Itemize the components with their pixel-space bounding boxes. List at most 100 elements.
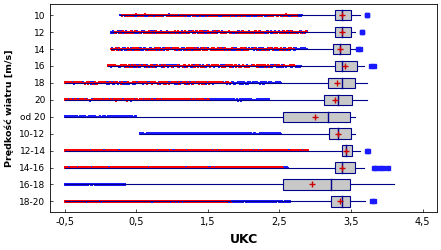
Point <box>211 13 218 17</box>
Point <box>170 47 177 51</box>
Point <box>188 131 195 135</box>
Point <box>116 199 123 203</box>
Point <box>224 166 231 170</box>
Point <box>157 148 164 152</box>
Point <box>263 12 270 16</box>
Point <box>66 98 73 102</box>
Point <box>258 199 265 203</box>
Point <box>185 81 192 85</box>
Point <box>280 149 288 153</box>
Point <box>159 165 166 169</box>
Point <box>109 200 116 204</box>
Point <box>129 148 136 152</box>
Point <box>147 47 154 51</box>
Point <box>209 132 216 136</box>
Point <box>204 81 211 85</box>
Point <box>217 48 224 52</box>
Point <box>232 98 239 102</box>
Point <box>82 82 89 86</box>
Point <box>89 98 96 102</box>
Point <box>74 182 81 186</box>
Point <box>254 81 262 85</box>
Point <box>113 97 120 101</box>
Point <box>267 64 274 68</box>
Point <box>250 14 257 18</box>
Point <box>202 64 209 68</box>
Point <box>97 166 104 170</box>
Point <box>210 131 217 135</box>
Point <box>276 30 283 34</box>
Point <box>164 48 172 52</box>
Point <box>67 97 74 101</box>
Point <box>166 81 173 85</box>
Point <box>130 115 137 119</box>
Point <box>61 149 68 153</box>
Point <box>141 80 148 84</box>
Point <box>237 12 244 16</box>
Point <box>209 200 217 204</box>
Point <box>197 148 204 152</box>
Point <box>164 166 171 170</box>
Point <box>264 30 271 34</box>
Point <box>265 132 272 136</box>
Point <box>80 98 87 102</box>
Point <box>197 81 204 85</box>
Point <box>141 166 148 170</box>
Point <box>164 165 171 169</box>
Point <box>253 98 260 102</box>
Point <box>74 82 81 86</box>
Point <box>112 166 120 170</box>
Point <box>257 14 264 18</box>
Point <box>178 30 185 34</box>
Point <box>95 165 102 169</box>
Point <box>221 166 228 170</box>
Point <box>250 47 257 51</box>
Point <box>271 64 278 68</box>
Point <box>213 148 220 152</box>
Point <box>207 64 214 68</box>
Point <box>201 80 208 84</box>
Point <box>186 81 193 85</box>
Point <box>72 183 79 187</box>
Point <box>285 199 292 203</box>
Point <box>122 13 129 17</box>
Point <box>200 166 207 170</box>
Point <box>131 30 138 34</box>
Point <box>248 30 255 34</box>
Point <box>178 200 185 204</box>
Point <box>214 80 221 84</box>
Point <box>288 14 295 18</box>
Point <box>196 132 203 136</box>
Point <box>94 200 101 204</box>
Point <box>222 166 229 170</box>
Point <box>170 13 177 17</box>
Point <box>287 13 294 17</box>
Point <box>116 81 123 85</box>
Point <box>296 13 303 17</box>
Point <box>228 132 235 136</box>
Point <box>156 166 163 170</box>
Point <box>236 30 243 34</box>
Point <box>228 165 235 169</box>
Point <box>210 47 217 51</box>
Point <box>230 46 237 50</box>
Point <box>263 200 270 204</box>
Point <box>176 47 183 51</box>
Point <box>232 47 239 51</box>
Point <box>274 30 281 34</box>
Point <box>237 148 244 152</box>
Point <box>115 48 122 52</box>
Point <box>294 13 301 17</box>
Point <box>154 149 161 153</box>
Point <box>194 165 202 169</box>
Point <box>108 64 115 68</box>
Point <box>73 80 80 84</box>
Point <box>251 64 258 68</box>
Point <box>256 149 263 153</box>
Point <box>248 200 255 203</box>
Point <box>166 47 173 51</box>
Point <box>70 199 77 203</box>
Point <box>172 64 179 68</box>
Point <box>209 166 217 170</box>
Point <box>130 199 137 203</box>
